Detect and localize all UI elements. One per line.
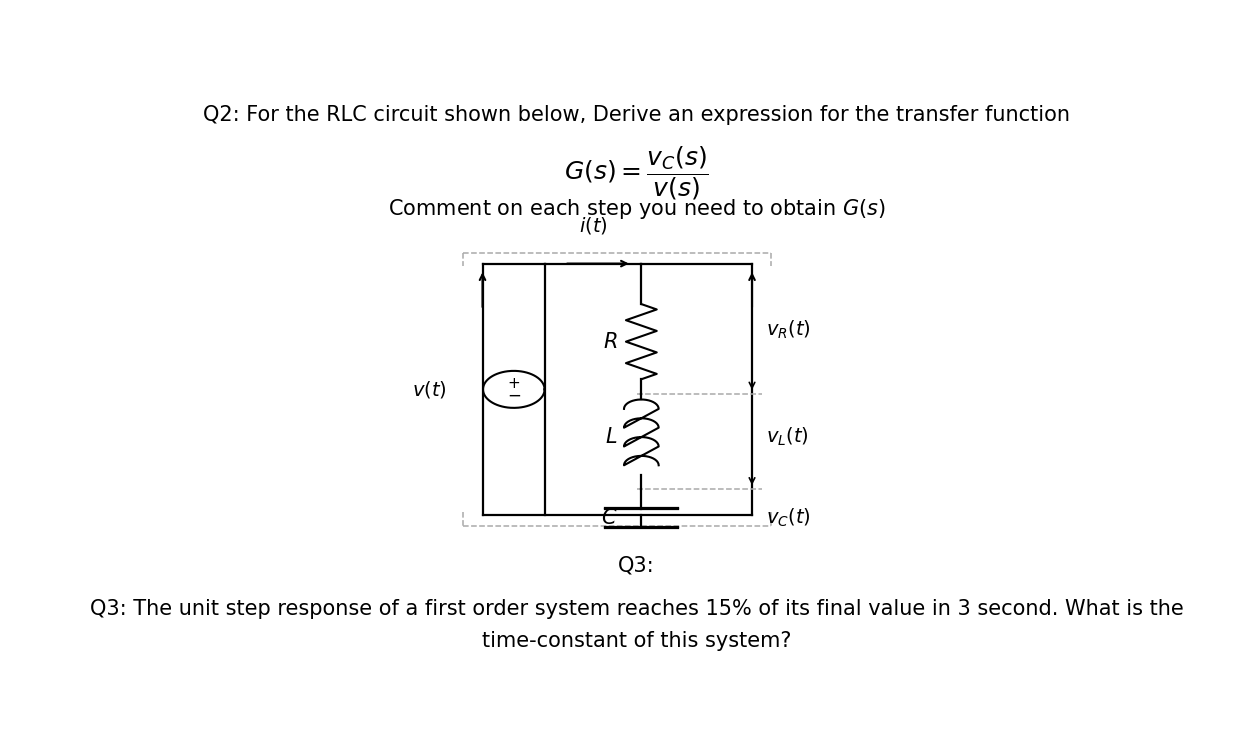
Text: $\mathit{i}(t)$: $\mathit{i}(t)$ — [579, 215, 607, 236]
Text: +: + — [508, 376, 520, 391]
Text: $\mathit{G}(s) = \dfrac{v_C(s)}{v(s)}$: $\mathit{G}(s) = \dfrac{v_C(s)}{v(s)}$ — [564, 145, 709, 202]
Text: $\mathit{v}_R(t)$: $\mathit{v}_R(t)$ — [766, 319, 811, 341]
Text: Q3: The unit step response of a first order system reaches 15% of its final valu: Q3: The unit step response of a first or… — [89, 599, 1184, 619]
Text: Q2: For the RLC circuit shown below, Derive an expression for the transfer funct: Q2: For the RLC circuit shown below, Der… — [202, 104, 1071, 125]
Text: $\mathit{v}(t)$: $\mathit{v}(t)$ — [412, 379, 447, 400]
Text: $\mathit{R}$: $\mathit{R}$ — [602, 332, 617, 351]
Text: Comment on each step you need to obtain $\mathit{G}(s)$: Comment on each step you need to obtain … — [388, 197, 886, 221]
Text: $\mathit{L}$: $\mathit{L}$ — [605, 427, 617, 447]
Text: time-constant of this system?: time-constant of this system? — [482, 631, 791, 651]
Text: −: − — [507, 386, 520, 404]
Text: $\mathit{C}$: $\mathit{C}$ — [601, 508, 617, 528]
Text: $\mathit{v}_L(t)$: $\mathit{v}_L(t)$ — [766, 426, 810, 448]
Text: $\mathit{v}_C(t)$: $\mathit{v}_C(t)$ — [766, 507, 811, 529]
Text: Q3:: Q3: — [619, 556, 655, 575]
